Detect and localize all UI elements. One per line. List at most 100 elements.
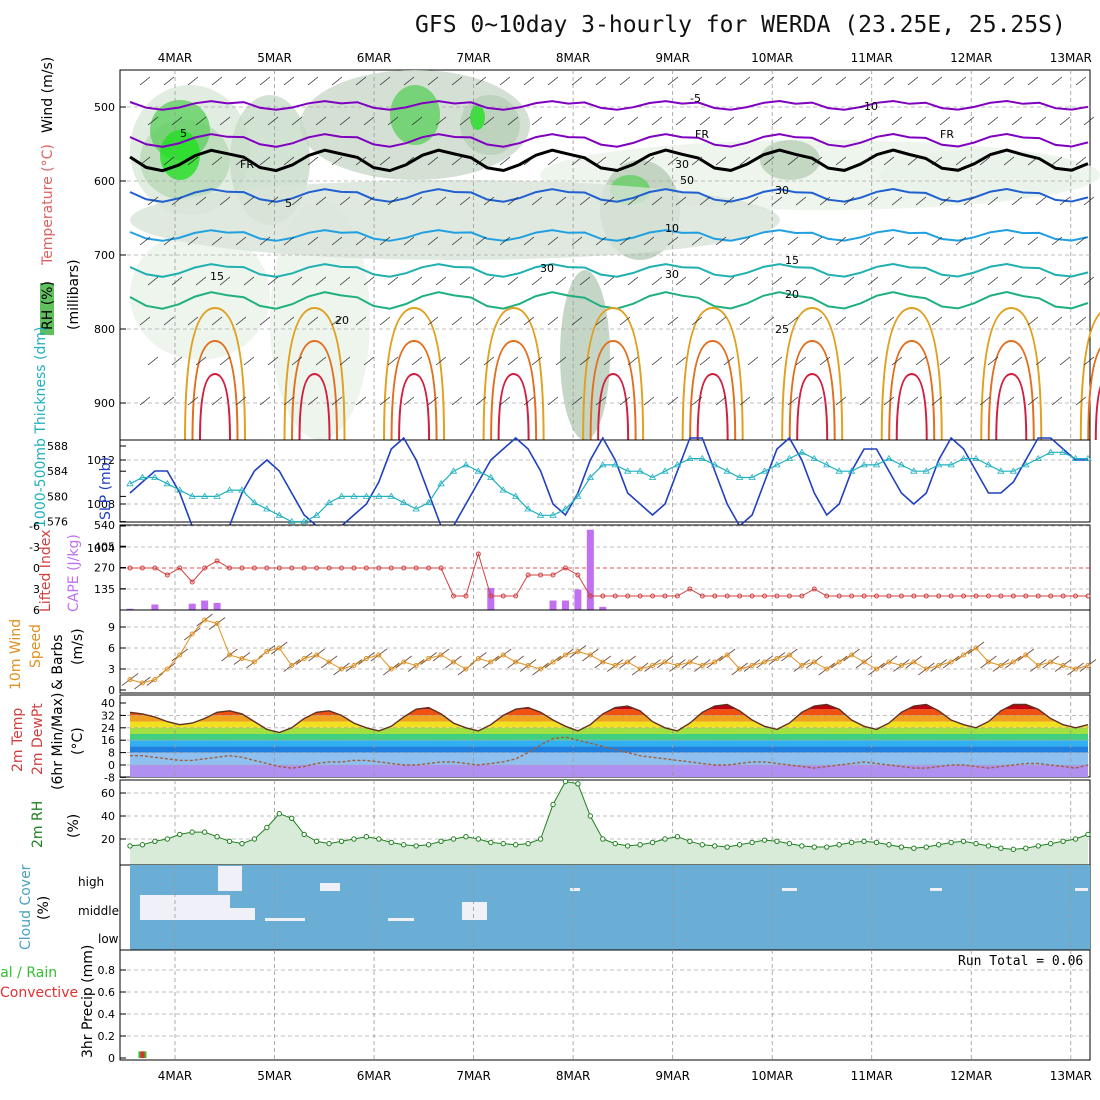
wind-barb: [403, 396, 415, 406]
panel1-grid: [120, 70, 1090, 440]
lifted-index-point: [799, 593, 805, 599]
rh2m-point: [836, 842, 842, 848]
wind-barb: [1003, 396, 1015, 406]
wind-barb: [499, 156, 511, 166]
wind-barb: [531, 116, 543, 126]
wind-barb: [355, 396, 367, 406]
wind-speed-point: [376, 652, 382, 658]
cape-bar: [574, 589, 582, 610]
lifted-index-line: [127, 551, 1091, 599]
lifted-index-point: [177, 565, 183, 571]
lifted-index-point: [1035, 593, 1041, 599]
rh2m-point: [239, 840, 245, 847]
rh2m-point: [724, 844, 730, 850]
wind-barb: [931, 396, 943, 406]
rh2m-point: [749, 839, 755, 846]
wind-barb: [595, 316, 607, 326]
rh2m-point: [662, 836, 668, 842]
lifted-index-point: [276, 565, 282, 571]
wind-barb: [667, 156, 679, 166]
lifted-index-point: [961, 593, 967, 599]
cape-tick: 135: [94, 583, 115, 596]
wind-panel: 9 6 3 0 10m Wind Speed & Barbs (m/s): [8, 609, 1097, 697]
wind-speed-point: [600, 659, 606, 665]
wind-barb: [915, 196, 927, 206]
wind-barb: [811, 156, 823, 166]
wind-barb: [171, 196, 183, 206]
wind-barb: [211, 236, 223, 246]
contour-label: FR: [695, 128, 709, 141]
contour-label: -5: [690, 92, 701, 105]
wind-barb: [283, 396, 295, 406]
rh2m-point: [886, 842, 892, 848]
wind-barb: [307, 316, 319, 326]
thickness-point: [735, 473, 744, 480]
lifted-tick: 6: [33, 604, 40, 617]
wind-barb: [451, 396, 463, 406]
contour-label: 30: [540, 262, 554, 275]
wind-speed-point: [973, 645, 979, 651]
wind-barb: [907, 236, 919, 246]
wind-barb: [171, 356, 183, 366]
thickness-point: [250, 498, 259, 506]
wind-barb: [1027, 156, 1039, 166]
wind-barb: [1051, 76, 1063, 86]
rh2m-label: 2m RH: [30, 801, 46, 848]
wind-barb: [979, 156, 991, 166]
wind-speed-point: [388, 666, 394, 672]
wind-barb: [195, 116, 207, 126]
contour-label: 15: [210, 270, 224, 283]
wind-barb: [363, 276, 375, 286]
wind-barb: [955, 236, 967, 246]
temp-tick: 24: [101, 722, 115, 735]
lifted-index-point: [426, 565, 432, 571]
wind-barb: [339, 276, 351, 286]
wind-barb: [459, 116, 471, 126]
wind-barb: [883, 156, 895, 166]
wind-tick: 9: [108, 621, 115, 634]
thickness-point: [934, 461, 943, 468]
wind-barb: [627, 276, 639, 286]
wind-barb: [859, 76, 871, 86]
thickness-point: [188, 492, 196, 499]
lifted-index-point: [674, 593, 680, 599]
slp-line: [129, 436, 1088, 561]
thickness-point: [872, 461, 881, 468]
wind-barb: [571, 156, 583, 166]
wind-barb: [771, 196, 783, 206]
wind-barb: [867, 196, 879, 206]
wind-barb: [931, 236, 943, 246]
wind-barb: [1011, 196, 1023, 206]
wind-barb: [1011, 116, 1023, 126]
wind-barb: [315, 356, 327, 366]
lifted-index-point: [811, 586, 817, 592]
wind-barb: [1027, 236, 1039, 246]
rh2m-point: [898, 844, 905, 850]
rh2m-point: [1023, 845, 1029, 851]
wind10m-label: 10m Wind: [8, 619, 24, 690]
convective-bar: [140, 1051, 145, 1058]
wind-barb: [507, 276, 519, 286]
rh2m-point: [699, 842, 706, 848]
wind-barb: [403, 316, 415, 326]
rh2m-point: [600, 836, 606, 842]
rh-region: [390, 85, 440, 145]
temperature-contour: [129, 228, 1089, 242]
wind-barb: [1011, 356, 1023, 366]
rh2m-point: [923, 844, 929, 850]
top-date-label: 10MAR: [751, 51, 793, 65]
contour-label: 10: [665, 222, 679, 235]
top-date-label: 6MAR: [357, 51, 392, 65]
temperature-contour: [129, 262, 1089, 278]
cape-bar: [561, 600, 569, 610]
lifted-index-point: [513, 593, 519, 599]
wind-barb: [867, 356, 879, 366]
wind-barb: [619, 236, 631, 246]
rh2m-point: [401, 842, 407, 848]
slp-tick: 1008: [87, 498, 115, 511]
wind-barb: [939, 356, 951, 366]
cloud-gap: [265, 918, 305, 921]
temperature-label: Temperature (°C): [40, 144, 56, 266]
precip-tick: 0: [108, 1052, 115, 1065]
wind-barb: [915, 276, 927, 286]
